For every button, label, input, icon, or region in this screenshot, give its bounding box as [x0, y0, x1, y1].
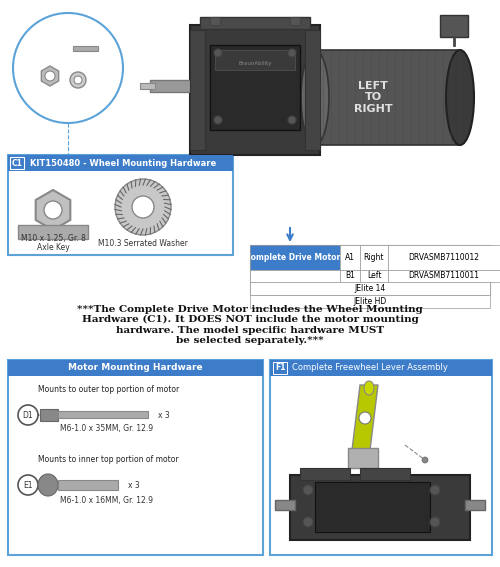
Circle shape	[18, 405, 38, 425]
Bar	[250, 282, 490, 295]
Circle shape	[214, 49, 222, 57]
Circle shape	[359, 412, 371, 424]
Text: A1: A1	[345, 253, 355, 262]
Text: DRVASMB7110011: DRVASMB7110011	[408, 272, 480, 281]
Ellipse shape	[446, 50, 474, 145]
Text: x 3: x 3	[128, 480, 140, 489]
Bar	[8, 155, 233, 171]
Text: JElite HD: JElite HD	[354, 297, 386, 306]
Text: LEFT
TO
RIGHT: LEFT TO RIGHT	[354, 81, 393, 114]
Bar	[290, 17, 300, 25]
Bar	[388, 245, 500, 270]
Bar	[10, 157, 24, 169]
Bar	[18, 225, 88, 239]
Text: Axle Key: Axle Key	[36, 243, 70, 252]
Text: Mounts to inner top portion of motor: Mounts to inner top portion of motor	[38, 455, 178, 464]
Circle shape	[70, 72, 86, 88]
Circle shape	[45, 71, 55, 81]
Bar	[340, 270, 360, 282]
Ellipse shape	[38, 474, 58, 496]
Bar	[210, 17, 220, 25]
Text: KIT150480 - Wheel Mounting Hardware: KIT150480 - Wheel Mounting Hardware	[30, 159, 216, 167]
Bar	[250, 270, 340, 282]
Bar	[58, 411, 148, 418]
Circle shape	[132, 196, 154, 218]
Bar	[250, 245, 340, 270]
Bar	[360, 245, 388, 270]
Circle shape	[18, 475, 38, 495]
Bar	[360, 468, 410, 480]
Text: Right: Right	[364, 253, 384, 262]
Text: M10.3 Serrated Washer: M10.3 Serrated Washer	[98, 239, 188, 248]
Circle shape	[74, 76, 82, 84]
Bar	[215, 50, 295, 70]
Circle shape	[288, 49, 296, 57]
Bar	[8, 360, 263, 555]
Text: BraunAbility: BraunAbility	[238, 61, 272, 66]
Bar	[250, 245, 490, 295]
Text: C1: C1	[12, 159, 22, 167]
Bar	[305, 30, 320, 150]
Text: Mounts to outer top portion of motor: Mounts to outer top portion of motor	[38, 386, 179, 395]
Bar	[388, 270, 500, 282]
Bar	[348, 448, 378, 468]
Bar	[250, 295, 490, 308]
Circle shape	[422, 457, 428, 463]
Text: JElite 14: JElite 14	[354, 284, 386, 293]
Bar	[440, 15, 468, 37]
Bar	[190, 25, 320, 155]
Circle shape	[430, 485, 440, 495]
Bar	[270, 360, 492, 376]
Bar	[8, 155, 233, 255]
Circle shape	[430, 517, 440, 527]
Circle shape	[214, 116, 222, 124]
Text: M6-1.0 x 35MM, Gr. 12.9: M6-1.0 x 35MM, Gr. 12.9	[60, 424, 153, 433]
Text: B1: B1	[345, 272, 355, 281]
Bar	[40, 409, 58, 421]
Bar	[190, 30, 205, 150]
Text: Motor Mounting Hardware: Motor Mounting Hardware	[68, 363, 203, 373]
Polygon shape	[36, 190, 70, 230]
Text: E1: E1	[23, 480, 33, 489]
Bar	[300, 468, 350, 480]
Polygon shape	[352, 385, 378, 450]
Bar	[150, 80, 195, 92]
Text: ***The Complete Drive Motor includes the Wheel Mounting
Hardware (C1). It DOES N: ***The Complete Drive Motor includes the…	[77, 305, 423, 345]
Bar	[465, 500, 485, 510]
Circle shape	[44, 201, 62, 219]
Bar	[275, 500, 295, 510]
Circle shape	[303, 485, 313, 495]
Text: F1: F1	[275, 363, 285, 373]
Text: Left: Left	[367, 272, 382, 281]
Text: D1: D1	[22, 411, 34, 420]
Bar	[73, 46, 98, 51]
Bar	[315, 50, 460, 145]
Bar	[360, 270, 388, 282]
Circle shape	[303, 517, 313, 527]
Ellipse shape	[364, 381, 374, 395]
Bar	[8, 360, 263, 376]
Text: M6-1.0 x 16MM, Gr. 12.9: M6-1.0 x 16MM, Gr. 12.9	[60, 496, 153, 505]
Bar	[200, 17, 310, 29]
Bar	[270, 360, 492, 555]
Text: M10 x 1.25, Gr. 8: M10 x 1.25, Gr. 8	[20, 235, 86, 243]
Bar	[140, 83, 155, 89]
Circle shape	[288, 116, 296, 124]
Bar	[273, 362, 287, 374]
Bar	[340, 245, 360, 270]
Ellipse shape	[301, 50, 329, 145]
Bar	[58, 480, 118, 490]
Bar	[210, 45, 300, 130]
Polygon shape	[42, 66, 58, 86]
Bar	[290, 475, 470, 540]
Circle shape	[115, 179, 171, 235]
Bar	[315, 482, 430, 532]
Circle shape	[13, 13, 123, 123]
Text: Complete Freewheel Lever Assembly: Complete Freewheel Lever Assembly	[292, 363, 448, 373]
Text: Complete Drive Motors: Complete Drive Motors	[245, 253, 345, 262]
Text: DRVASMB7110012: DRVASMB7110012	[408, 253, 480, 262]
Text: x 3: x 3	[158, 411, 170, 420]
